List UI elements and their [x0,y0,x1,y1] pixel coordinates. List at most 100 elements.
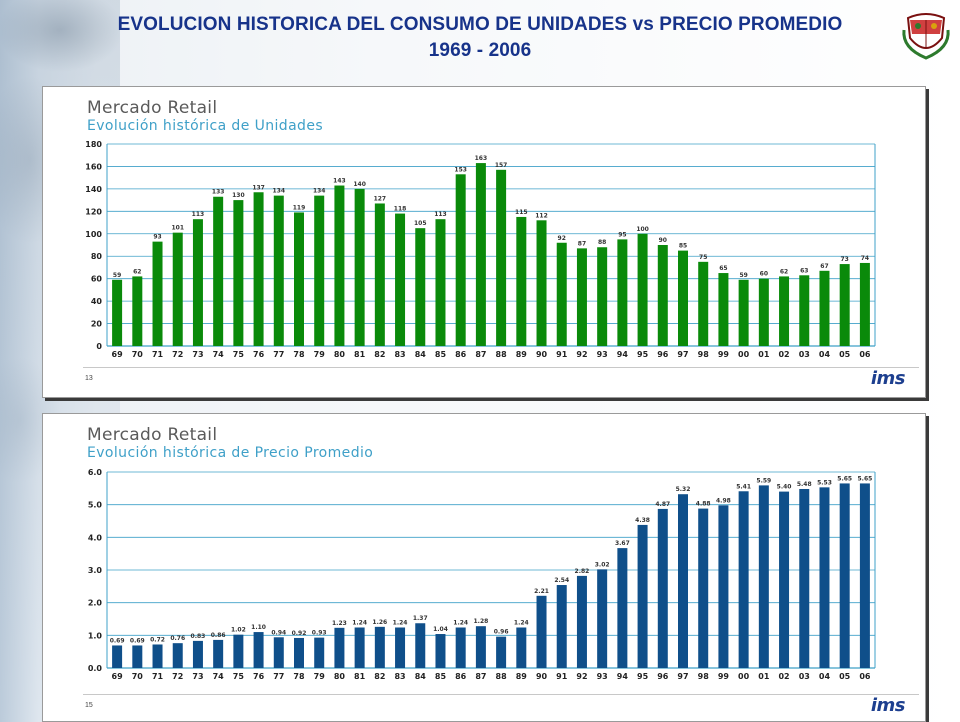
bar [455,627,466,668]
x-tick-label: 74 [213,672,225,681]
data-label: 4.98 [716,497,731,504]
bar [536,220,547,346]
units-chart-heading: Mercado Retail [87,98,218,118]
bar [799,488,810,668]
bar [112,645,123,668]
bar [475,626,486,668]
bar [698,508,709,668]
data-label: 130 [232,192,245,199]
bar [334,185,345,346]
data-label: 105 [414,220,427,227]
bar [233,200,244,346]
bar [758,278,769,346]
title-line-1: EVOLUCION HISTORICA DEL CONSUMO DE UNIDA… [117,14,843,35]
x-tick-label: 99 [718,350,730,359]
bar [213,196,224,346]
data-label: 5.48 [797,481,812,488]
x-tick-label: 83 [394,672,405,681]
x-tick-label: 91 [556,672,568,681]
ims-logo: ims [870,695,906,716]
x-tick-label: 74 [213,350,225,359]
data-label: 95 [618,231,626,238]
bar [253,192,264,346]
bar [152,644,163,668]
bar [576,575,587,668]
y-tick-label: 180 [85,140,102,149]
bar [698,261,709,346]
x-tick-label: 86 [455,350,467,359]
bar [859,483,870,668]
x-tick-label: 80 [334,350,346,359]
x-tick-label: 95 [637,672,649,681]
x-tick-label: 04 [819,672,831,681]
data-label: 62 [780,268,788,275]
data-label: 143 [333,178,346,185]
x-tick-label: 71 [152,672,164,681]
x-tick-label: 03 [799,672,810,681]
bar [334,627,345,668]
x-tick-label: 02 [778,350,789,359]
x-tick-label: 95 [637,350,649,359]
bar [657,508,668,668]
data-label: 133 [212,189,225,196]
x-tick-label: 05 [839,350,851,359]
x-tick-label: 82 [374,350,385,359]
bar [314,195,325,346]
x-tick-label: 89 [516,350,528,359]
x-tick-label: 88 [496,350,508,359]
price-chart-subheading: Evolución histórica de Precio Promedio [87,445,374,461]
x-tick-label: 00 [738,672,750,681]
bar [132,276,143,346]
bar [132,645,143,668]
bar [233,634,244,668]
x-tick-label: 98 [698,350,710,359]
x-tick-label: 97 [677,350,688,359]
data-label: 74 [861,255,869,262]
price-chart-panel: Mercado Retail Evolución histórica de Pr… [42,413,926,722]
data-label: 1.24 [514,619,529,626]
bar [435,634,446,668]
bar [637,524,648,668]
data-label: 0.76 [170,635,185,642]
data-label: 1.37 [413,615,428,622]
data-label: 119 [293,204,306,211]
bar [294,212,304,346]
x-tick-label: 87 [475,350,486,359]
bar [678,494,688,668]
data-label: 113 [192,211,205,218]
data-label: 75 [699,254,707,261]
x-tick-label: 78 [293,672,305,681]
data-label: 113 [434,211,447,218]
bar [516,627,527,668]
x-tick-label: 92 [576,672,587,681]
x-tick-label: 96 [657,672,669,681]
bar [718,505,729,668]
data-label: 157 [495,162,508,169]
data-label: 3.02 [595,561,610,568]
bar [516,216,527,346]
data-label: 60 [760,271,768,278]
x-tick-label: 96 [657,350,669,359]
data-label: 140 [353,181,366,188]
data-label: 1.28 [473,618,488,625]
x-tick-label: 75 [233,672,245,681]
y-tick-label: 160 [85,162,102,171]
bar [536,595,547,668]
bar [294,637,304,668]
x-tick-label: 81 [354,672,366,681]
y-tick-label: 5.0 [88,501,103,510]
x-tick-label: 85 [435,672,447,681]
x-tick-label: 79 [314,672,326,681]
x-tick-label: 99 [718,672,730,681]
bar [617,239,628,346]
bar [374,626,385,668]
x-tick-label: 69 [112,350,124,359]
price-bar-chart: 0.0 1.0 2.0 3.0 4.0 5.0 6.0 0.69 69 0.69 70 0.72 71 0… [88,468,876,681]
bar [556,242,567,346]
data-label: 0.72 [150,636,165,643]
bar [455,174,466,346]
x-tick-label: 06 [859,350,871,359]
x-tick-label: 84 [415,350,427,359]
data-label: 5.40 [777,484,792,491]
data-label: 2.21 [534,588,549,595]
